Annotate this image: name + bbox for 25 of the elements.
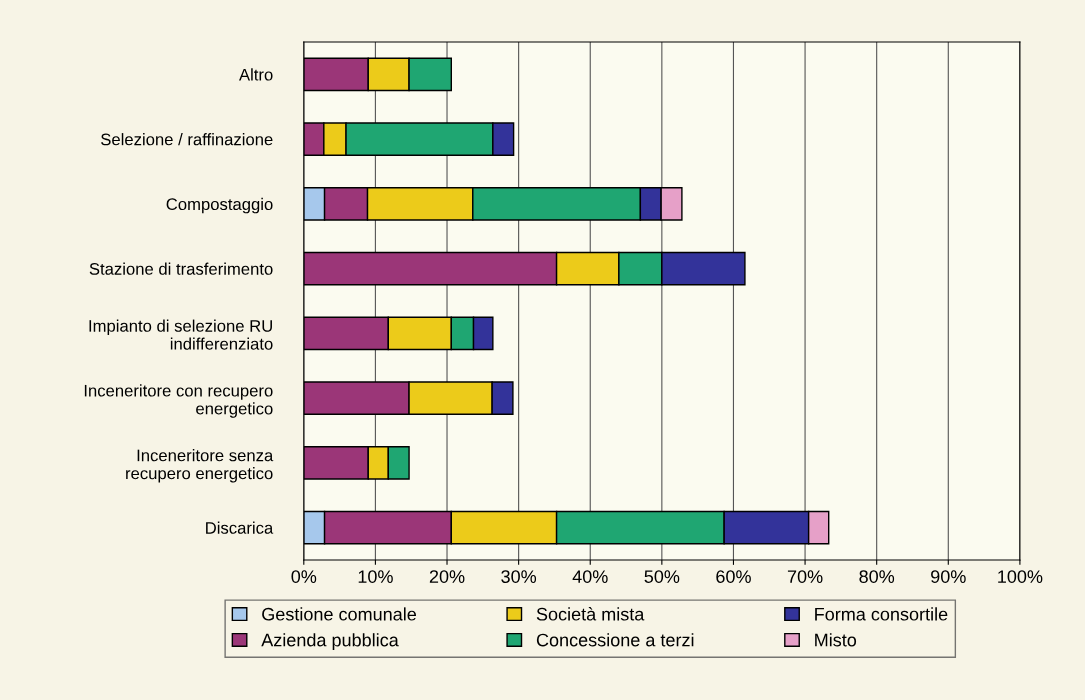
legend-label: Società mista — [536, 607, 645, 621]
x-tick-label: 30% — [501, 570, 537, 583]
y-tick-label: Altro — [239, 68, 273, 81]
y-tick-label: Inceneritore senza recupero energetico — [126, 449, 274, 483]
x-tick-label: 20% — [429, 570, 465, 583]
y-tick-label: Stazione di trasferimento — [89, 262, 273, 275]
y-tick-label: Impianto di selezione RU indifferenziato — [89, 319, 273, 350]
legend-label: Misto — [815, 633, 857, 647]
x-tick-label: 60% — [716, 570, 751, 583]
legend-label: Gestione comunale — [262, 607, 416, 621]
x-tick-label: 40% — [572, 570, 608, 583]
x-tick-label: 70% — [787, 570, 823, 583]
legend-label: Forma consortile — [815, 607, 948, 621]
x-tick-label: 0% — [291, 570, 317, 583]
y-tick-label: Compostaggio — [166, 197, 273, 214]
x-tick-label: 90% — [931, 570, 966, 583]
legend-label: Azienda pubblica — [261, 633, 399, 651]
x-tick-label: 80% — [859, 570, 895, 583]
y-tick-label: Discarica — [206, 521, 274, 534]
x-tick-label: 100% — [998, 570, 1043, 583]
x-tick-label: 50% — [644, 570, 680, 583]
y-tick-label: Inceneritore con recupero energetico — [84, 384, 273, 418]
y-tick-label: Selezione / raffinazione — [101, 133, 273, 146]
x-tick-label: 10% — [358, 570, 393, 583]
legend-label: Concessione a terzi — [536, 633, 694, 647]
